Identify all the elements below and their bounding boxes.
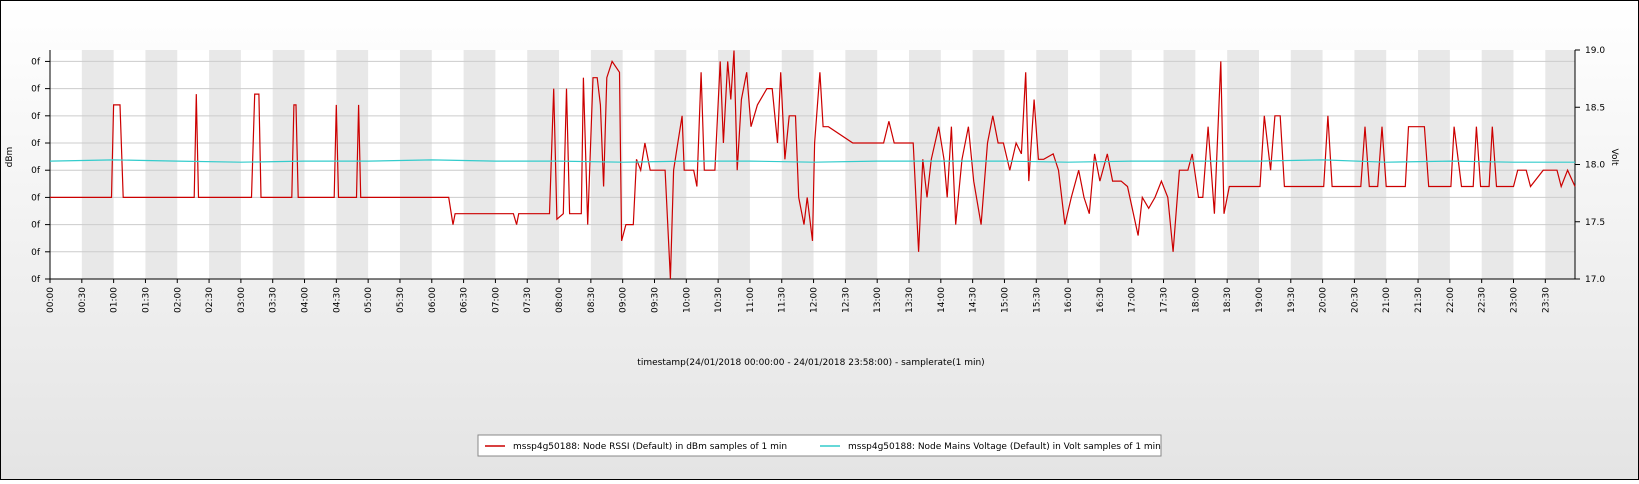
x-tick-label: 19:30 bbox=[1287, 287, 1297, 313]
x-tick-label: 07:30 bbox=[523, 287, 533, 313]
x-tick-label: 12:00 bbox=[810, 287, 820, 313]
x-tick-label: 23:30 bbox=[1541, 287, 1551, 313]
x-tick-label: 05:00 bbox=[364, 287, 374, 313]
time-band bbox=[336, 50, 369, 279]
x-tick-label: 11:30 bbox=[778, 287, 788, 313]
time-band bbox=[845, 50, 878, 279]
y-tick-label: 0f bbox=[31, 221, 41, 231]
y2-axis-title: Volt bbox=[1609, 149, 1619, 166]
x-tick-label: 14:00 bbox=[937, 287, 947, 313]
x-tick-label: 02:00 bbox=[173, 287, 183, 313]
time-band bbox=[1481, 50, 1514, 279]
x-tick-label: 00:00 bbox=[46, 287, 56, 313]
x-tick-label: 13:30 bbox=[905, 287, 915, 313]
y-axis-title: dBm bbox=[5, 147, 15, 168]
y2-tick-label: 17.0 bbox=[1585, 275, 1605, 285]
x-tick-label: 22:00 bbox=[1446, 287, 1456, 313]
time-band bbox=[1036, 50, 1069, 279]
time-band bbox=[1290, 50, 1323, 279]
y2-tick-label: 18.5 bbox=[1585, 103, 1605, 113]
time-band bbox=[527, 50, 560, 279]
time-band bbox=[1354, 50, 1387, 279]
legend-label: mssp4g50188: Node Mains Voltage (Default… bbox=[848, 442, 1161, 452]
y2-tick-label: 18.0 bbox=[1585, 161, 1605, 171]
x-tick-label: 21:30 bbox=[1414, 287, 1424, 313]
y-tick-label: 0f bbox=[31, 57, 41, 67]
y-tick-label: 0f bbox=[31, 248, 41, 258]
time-band bbox=[463, 50, 496, 279]
x-axis-title: timestamp(24/01/2018 00:00:00 - 24/01/20… bbox=[637, 358, 984, 368]
x-tick-label: 10:00 bbox=[682, 287, 692, 313]
time-band bbox=[654, 50, 687, 279]
time-band bbox=[272, 50, 305, 279]
y-tick-label: 0f bbox=[31, 85, 41, 95]
y-tick-label: 0f bbox=[31, 139, 41, 149]
x-tick-label: 08:00 bbox=[555, 287, 565, 313]
x-tick-label: 06:00 bbox=[428, 287, 438, 313]
x-tick-label: 01:00 bbox=[110, 287, 120, 313]
x-tick-label: 01:30 bbox=[141, 287, 151, 313]
time-band bbox=[81, 50, 114, 279]
time-band bbox=[972, 50, 1005, 279]
x-tick-label: 03:00 bbox=[237, 287, 247, 313]
series-line bbox=[49, 159, 1575, 163]
x-tick-label: 11:00 bbox=[746, 287, 756, 313]
x-tick-label: 17:30 bbox=[1160, 287, 1170, 313]
x-tick-label: 10:30 bbox=[714, 287, 724, 313]
series-line bbox=[50, 50, 1576, 280]
y-tick-label: 0f bbox=[31, 166, 41, 176]
x-tick-label: 00:30 bbox=[78, 287, 88, 313]
time-band bbox=[145, 50, 178, 279]
time-band bbox=[1163, 50, 1196, 279]
time-band bbox=[1418, 50, 1450, 279]
x-tick-label: 09:30 bbox=[650, 287, 660, 313]
time-band bbox=[399, 50, 432, 279]
x-tick-label: 06:30 bbox=[460, 287, 470, 313]
x-tick-label: 16:30 bbox=[1096, 287, 1106, 313]
legend-label: mssp4g50188: Node RSSI (Default) in dBm … bbox=[513, 442, 787, 452]
y-tick-label: 0f bbox=[31, 112, 41, 122]
x-tick-label: 15:30 bbox=[1032, 287, 1042, 313]
x-tick-label: 15:00 bbox=[1000, 287, 1010, 313]
x-tick-label: 20:30 bbox=[1350, 287, 1360, 313]
x-tick-label: 02:30 bbox=[205, 287, 215, 313]
x-tick-label: 12:30 bbox=[841, 287, 851, 313]
x-tick-label: 18:30 bbox=[1223, 287, 1233, 313]
legend-box bbox=[477, 434, 1162, 457]
x-tick-label: 14:30 bbox=[969, 287, 979, 313]
x-tick-label: 05:30 bbox=[396, 287, 406, 313]
x-tick-label: 04:30 bbox=[332, 287, 342, 313]
time-band bbox=[209, 50, 241, 279]
x-tick-label: 07:00 bbox=[491, 287, 501, 313]
y-tick-label: 0f bbox=[31, 275, 41, 285]
x-tick-label: 23:00 bbox=[1509, 287, 1519, 313]
y2-tick-label: 17.5 bbox=[1585, 218, 1605, 228]
x-tick-label: 09:00 bbox=[619, 287, 629, 313]
time-band bbox=[1227, 50, 1259, 279]
x-tick-label: 04:00 bbox=[301, 287, 311, 313]
x-tick-label: 22:30 bbox=[1478, 287, 1488, 313]
x-tick-label: 08:30 bbox=[587, 287, 597, 313]
time-band bbox=[1545, 50, 1575, 279]
x-tick-label: 21:00 bbox=[1382, 287, 1392, 313]
x-tick-label: 20:00 bbox=[1319, 287, 1329, 313]
x-tick-label: 03:30 bbox=[269, 287, 279, 313]
x-tick-label: 16:00 bbox=[1064, 287, 1074, 313]
x-tick-label: 17:00 bbox=[1128, 287, 1138, 313]
x-tick-label: 19:00 bbox=[1255, 287, 1265, 313]
x-tick-label: 18:00 bbox=[1191, 287, 1201, 313]
time-band bbox=[718, 50, 750, 279]
x-tick-label: 13:00 bbox=[873, 287, 883, 313]
y2-tick-label: 19.0 bbox=[1585, 46, 1605, 56]
y-tick-label: 0f bbox=[31, 193, 41, 203]
